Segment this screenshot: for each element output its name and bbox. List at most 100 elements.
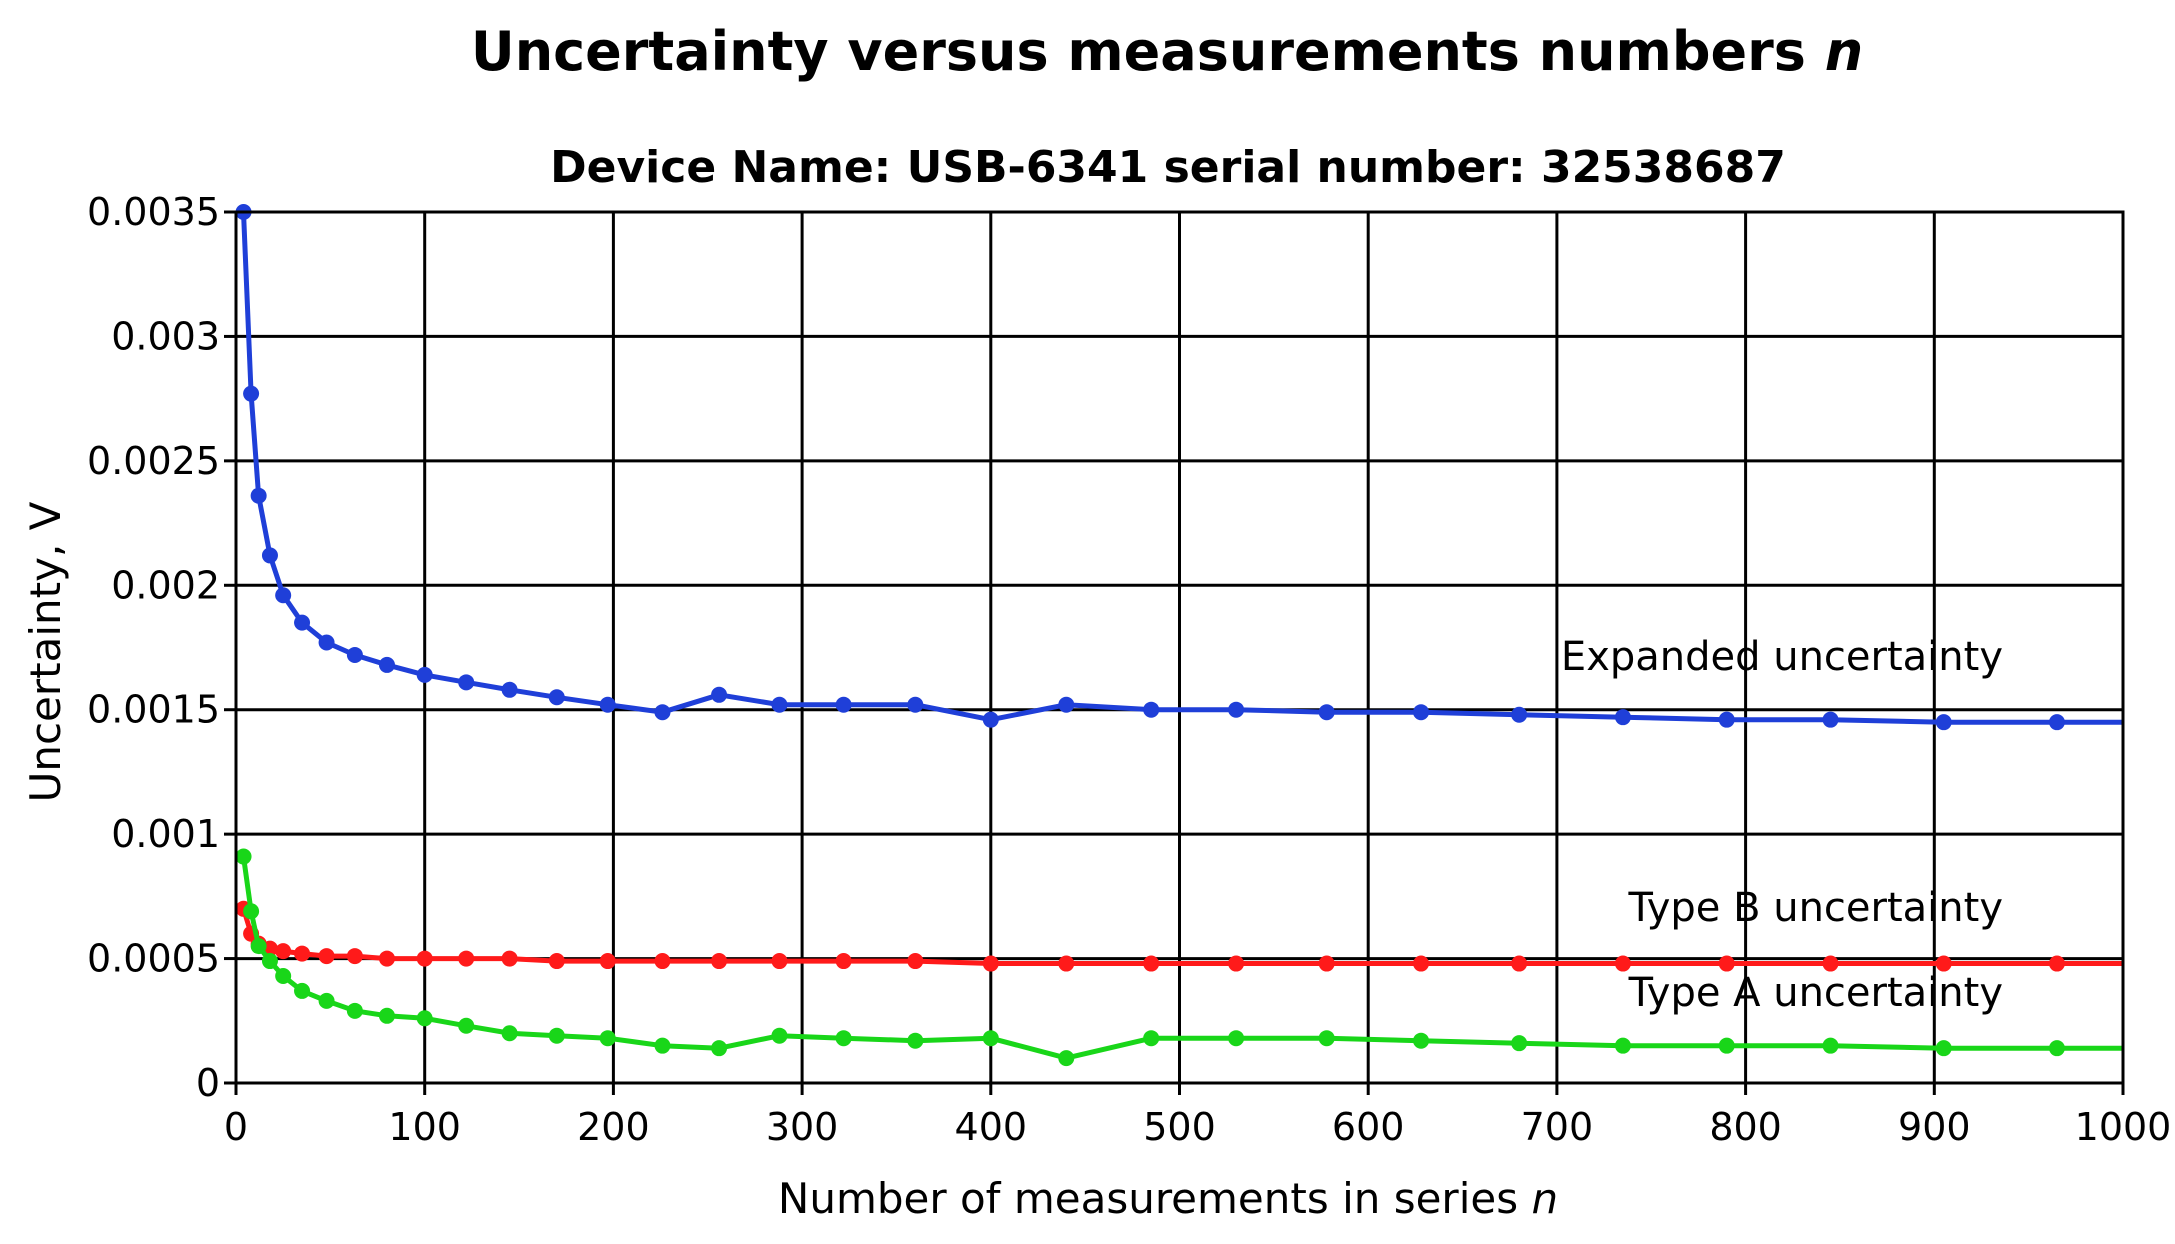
series-point-expanded-uncertainty-20 bbox=[1058, 696, 1075, 713]
x-tick-label-3: 300 bbox=[766, 1105, 839, 1149]
x-tick-label-2: 200 bbox=[577, 1105, 650, 1149]
series-point-type-b-uncertainty-19 bbox=[982, 955, 999, 972]
series-point-expanded-uncertainty-23 bbox=[1318, 704, 1335, 721]
series-point-type-a-uncertainty-26 bbox=[1614, 1037, 1631, 1054]
x-tick-label-5: 500 bbox=[1143, 1105, 1216, 1149]
series-point-type-a-uncertainty-22 bbox=[1228, 1030, 1245, 1047]
series-point-type-a-uncertainty-4 bbox=[275, 967, 292, 984]
series-point-type-a-uncertainty-24 bbox=[1413, 1032, 1430, 1049]
series-point-type-a-uncertainty-6 bbox=[318, 992, 335, 1009]
series-point-expanded-uncertainty-10 bbox=[458, 674, 475, 691]
series-point-type-b-uncertainty-14 bbox=[654, 953, 671, 970]
series-point-type-b-uncertainty-20 bbox=[1058, 955, 1075, 972]
series-point-expanded-uncertainty-3 bbox=[261, 547, 278, 564]
series-point-type-a-uncertainty-19 bbox=[982, 1030, 999, 1047]
x-tick-label-4: 400 bbox=[955, 1105, 1028, 1149]
series-point-expanded-uncertainty-5 bbox=[294, 614, 311, 631]
series-point-type-a-uncertainty-3 bbox=[261, 953, 278, 970]
series-point-expanded-uncertainty-16 bbox=[771, 696, 788, 713]
series-point-type-a-uncertainty-18 bbox=[907, 1032, 924, 1049]
series-point-type-b-uncertainty-18 bbox=[907, 953, 924, 970]
series-point-type-b-uncertainty-8 bbox=[378, 950, 395, 967]
x-tick-label-1: 100 bbox=[388, 1105, 461, 1149]
series-point-type-a-uncertainty-9 bbox=[416, 1010, 433, 1027]
series-point-type-b-uncertainty-26 bbox=[1614, 955, 1631, 972]
series-expanded-uncertainty bbox=[235, 204, 2123, 731]
series-point-expanded-uncertainty-13 bbox=[599, 696, 616, 713]
series-point-expanded-uncertainty-14 bbox=[654, 704, 671, 721]
chart-title-main: Uncertainty versus measurements numbers bbox=[471, 20, 1806, 83]
series-point-type-b-uncertainty-16 bbox=[771, 953, 788, 970]
series-point-type-a-uncertainty-29 bbox=[1935, 1040, 1952, 1057]
series-point-type-a-uncertainty-30 bbox=[2048, 1040, 2065, 1057]
series-point-type-a-uncertainty-7 bbox=[346, 1002, 363, 1019]
series-point-type-b-uncertainty-11 bbox=[501, 950, 518, 967]
series-point-expanded-uncertainty-12 bbox=[548, 689, 565, 706]
series-point-type-a-uncertainty-14 bbox=[654, 1037, 671, 1054]
series-point-expanded-uncertainty-1 bbox=[243, 385, 260, 402]
series-point-expanded-uncertainty-9 bbox=[416, 666, 433, 683]
y-tick-label-1: 0.0005 bbox=[87, 937, 220, 981]
series-point-type-b-uncertainty-30 bbox=[2048, 955, 2065, 972]
series-point-expanded-uncertainty-30 bbox=[2048, 714, 2065, 731]
y-tick-label-5: 0.0025 bbox=[87, 439, 220, 483]
series-point-type-a-uncertainty-17 bbox=[835, 1030, 852, 1047]
series-point-type-b-uncertainty-6 bbox=[318, 948, 335, 965]
series-point-type-b-uncertainty-29 bbox=[1935, 955, 1952, 972]
series-point-type-b-uncertainty-25 bbox=[1511, 955, 1528, 972]
annotation-type-a-uncertainty: Type A uncertainty bbox=[1628, 970, 2003, 1016]
series-point-type-a-uncertainty-28 bbox=[1822, 1037, 1839, 1054]
series-point-type-a-uncertainty-27 bbox=[1718, 1037, 1735, 1054]
x-tick-label-6: 600 bbox=[1332, 1105, 1405, 1149]
y-tick-label-7: 0.0035 bbox=[87, 190, 220, 234]
y-tick-label-6: 0.003 bbox=[111, 314, 220, 358]
series-point-type-a-uncertainty-1 bbox=[243, 903, 260, 920]
series-point-expanded-uncertainty-26 bbox=[1614, 709, 1631, 726]
x-tick-label-0: 0 bbox=[224, 1105, 248, 1149]
series-point-expanded-uncertainty-21 bbox=[1143, 701, 1160, 718]
series-point-expanded-uncertainty-2 bbox=[250, 487, 267, 504]
series-point-type-b-uncertainty-12 bbox=[548, 953, 565, 970]
series-point-expanded-uncertainty-25 bbox=[1511, 706, 1528, 723]
y-tick-label-0: 0 bbox=[196, 1061, 220, 1105]
series-point-type-b-uncertainty-21 bbox=[1143, 955, 1160, 972]
y-tick-label-4: 0.002 bbox=[111, 563, 220, 607]
series-point-type-b-uncertainty-24 bbox=[1413, 955, 1430, 972]
series-point-type-b-uncertainty-10 bbox=[458, 950, 475, 967]
series-type-b-uncertainty bbox=[235, 900, 2123, 972]
series-layer bbox=[235, 204, 2123, 1067]
series-point-type-a-uncertainty-5 bbox=[294, 982, 311, 999]
series-point-expanded-uncertainty-17 bbox=[835, 696, 852, 713]
series-point-expanded-uncertainty-19 bbox=[982, 711, 999, 728]
x-axis-label-italic: n bbox=[1531, 1174, 1558, 1223]
series-point-type-b-uncertainty-5 bbox=[294, 945, 311, 962]
series-point-expanded-uncertainty-7 bbox=[346, 646, 363, 663]
series-point-type-b-uncertainty-7 bbox=[346, 948, 363, 965]
series-point-expanded-uncertainty-6 bbox=[318, 634, 335, 651]
annotation-expanded-uncertainty: Expanded uncertainty bbox=[1561, 634, 2003, 680]
series-point-expanded-uncertainty-11 bbox=[501, 681, 518, 698]
series-point-expanded-uncertainty-22 bbox=[1228, 701, 1245, 718]
series-point-expanded-uncertainty-8 bbox=[378, 656, 395, 673]
series-point-type-a-uncertainty-20 bbox=[1058, 1050, 1075, 1067]
chart-title: Uncertainty versus measurements numbers … bbox=[471, 20, 1863, 83]
series-point-expanded-uncertainty-15 bbox=[711, 686, 728, 703]
series-point-type-a-uncertainty-25 bbox=[1511, 1035, 1528, 1052]
series-point-expanded-uncertainty-18 bbox=[907, 696, 924, 713]
tick-layer: 0 100 200 300 400 500 600 700 800 900 1000 0 0.0005 0… bbox=[87, 190, 2171, 1149]
series-point-type-b-uncertainty-17 bbox=[835, 953, 852, 970]
series-point-type-a-uncertainty-11 bbox=[501, 1025, 518, 1042]
y-axis-label: Uncertainty, V bbox=[21, 501, 70, 802]
y-tick-label-3: 0.0015 bbox=[87, 688, 220, 732]
series-point-type-a-uncertainty-15 bbox=[711, 1040, 728, 1057]
series-point-type-a-uncertainty-16 bbox=[771, 1027, 788, 1044]
chart-subtitle: Device Name: USB-6341 serial number: 325… bbox=[550, 142, 1786, 193]
x-axis-label-main: Number of measurements in series bbox=[778, 1174, 1518, 1223]
series-point-expanded-uncertainty-4 bbox=[275, 587, 292, 604]
series-point-expanded-uncertainty-27 bbox=[1718, 711, 1735, 728]
series-point-expanded-uncertainty-28 bbox=[1822, 711, 1839, 728]
series-point-type-b-uncertainty-22 bbox=[1228, 955, 1245, 972]
series-point-type-a-uncertainty-13 bbox=[599, 1030, 616, 1047]
x-axis-label: Number of measurements in series n bbox=[778, 1174, 1558, 1223]
series-point-type-a-uncertainty-2 bbox=[250, 938, 267, 955]
